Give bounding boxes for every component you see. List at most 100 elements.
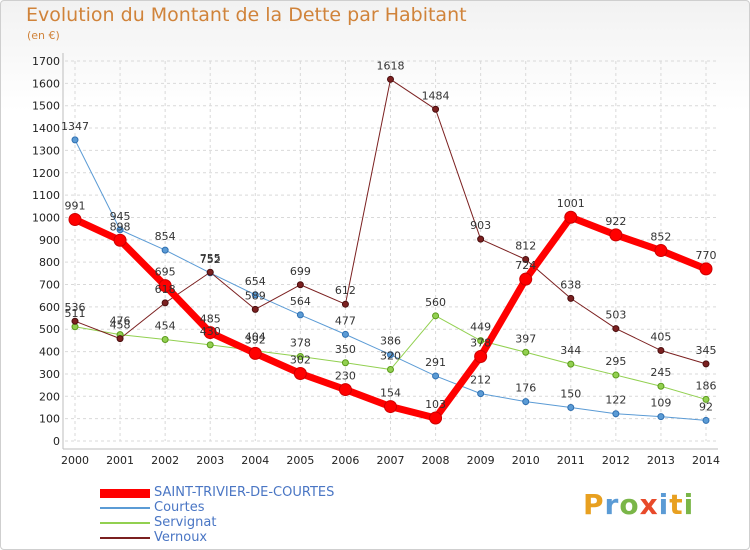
data-label: 1347 <box>61 120 89 133</box>
data-point <box>477 235 485 243</box>
data-point <box>522 348 530 356</box>
data-label: 477 <box>335 314 356 327</box>
data-point <box>564 210 578 224</box>
legend-item: Servignat <box>100 515 400 530</box>
logo-letter: o <box>619 488 640 521</box>
data-label: 638 <box>560 278 581 291</box>
data-label: 922 <box>605 215 626 228</box>
data-point <box>71 317 79 325</box>
y-tick-label: 1600 <box>32 77 60 90</box>
data-label: 405 <box>650 330 671 343</box>
x-tick-label: 2011 <box>557 454 585 467</box>
data-label: 378 <box>290 337 311 350</box>
data-label: 812 <box>515 239 536 252</box>
x-tick-label: 2014 <box>692 454 720 467</box>
x-tick-label: 2007 <box>377 454 405 467</box>
data-point <box>612 325 620 333</box>
data-label: 386 <box>380 335 401 348</box>
data-point <box>702 360 710 368</box>
data-label: 320 <box>380 349 401 362</box>
data-point <box>477 337 485 345</box>
data-label: 176 <box>515 382 536 395</box>
y-tick-label: 1500 <box>32 100 60 113</box>
data-point <box>432 105 440 113</box>
data-point <box>251 291 259 299</box>
data-point <box>116 226 124 234</box>
y-tick-label: 900 <box>39 234 60 247</box>
data-point <box>387 75 394 83</box>
data-point <box>567 403 575 411</box>
data-point <box>387 365 394 373</box>
legend-swatch <box>100 507 150 509</box>
data-point <box>609 228 623 242</box>
data-point <box>68 212 82 226</box>
data-point <box>71 136 79 144</box>
chart-title: Evolution du Montant de la Dette par Hab… <box>26 4 467 26</box>
data-point <box>384 400 397 414</box>
data-point <box>161 336 169 344</box>
data-label: 991 <box>65 199 86 212</box>
data-label: 476 <box>110 315 131 328</box>
data-label: 945 <box>110 210 131 223</box>
y-tick-label: 100 <box>39 413 60 426</box>
data-point <box>341 300 349 308</box>
data-label: 245 <box>650 366 671 379</box>
data-point <box>567 294 575 302</box>
y-tick-label: 0 <box>53 435 60 448</box>
data-label: 109 <box>650 397 671 410</box>
proxiti-logo: Proxiti <box>583 488 694 521</box>
data-point <box>567 360 575 368</box>
logo-letter: t <box>669 488 684 521</box>
data-label: 618 <box>155 283 176 296</box>
data-label: 654 <box>245 275 266 288</box>
data-point <box>248 346 262 360</box>
data-label: 1484 <box>422 89 450 102</box>
data-point <box>474 350 488 364</box>
x-tick-label: 2002 <box>151 454 179 467</box>
y-tick-label: 200 <box>39 390 60 403</box>
logo-letter: x <box>639 488 659 521</box>
chart-subtitle: (en €) <box>27 29 60 42</box>
data-label: 302 <box>290 353 311 366</box>
legend-label: Vernoux <box>154 530 208 545</box>
x-tick-label: 2010 <box>512 454 540 467</box>
data-label: 397 <box>515 332 536 345</box>
data-point <box>657 413 665 421</box>
line-chart: 0 100 200 300 400 500 600 700 800 900 1000 1100 1200… <box>32 53 720 467</box>
logo-letter: P <box>583 488 605 521</box>
data-point <box>251 305 259 313</box>
data-label: 430 <box>200 325 221 338</box>
legend-label: Courtes <box>154 500 205 515</box>
data-point <box>477 390 485 398</box>
x-tick-label: 2012 <box>602 454 630 467</box>
data-label: 898 <box>110 220 131 233</box>
data-label: 1001 <box>557 197 585 210</box>
data-label: 186 <box>696 379 717 392</box>
x-tick-label: 2000 <box>61 454 89 467</box>
data-label: 230 <box>335 370 356 383</box>
legend-label: Servignat <box>154 515 217 530</box>
data-point <box>522 398 530 406</box>
legend-swatch <box>100 488 150 498</box>
data-label: 92 <box>699 400 713 413</box>
x-tick-label: 2008 <box>422 454 450 467</box>
data-label: 752 <box>200 253 221 266</box>
data-label: 903 <box>470 219 491 232</box>
data-point <box>657 382 665 390</box>
data-point <box>203 326 217 340</box>
data-point <box>432 312 440 320</box>
data-point <box>522 255 530 263</box>
y-tick-label: 300 <box>39 368 60 381</box>
data-point <box>158 279 172 293</box>
data-point <box>657 346 665 354</box>
data-point <box>519 272 533 286</box>
legend: SAINT-TRIVIER-DE-COURTES Courtes Servignat… <box>100 485 400 545</box>
y-tick-label: 600 <box>39 301 60 314</box>
data-point <box>161 246 169 254</box>
y-tick-label: 1200 <box>32 167 60 180</box>
data-label: 103 <box>425 398 446 411</box>
data-point <box>296 311 304 319</box>
data-label: 295 <box>605 355 626 368</box>
data-point <box>296 281 304 289</box>
data-label: 454 <box>155 320 176 333</box>
